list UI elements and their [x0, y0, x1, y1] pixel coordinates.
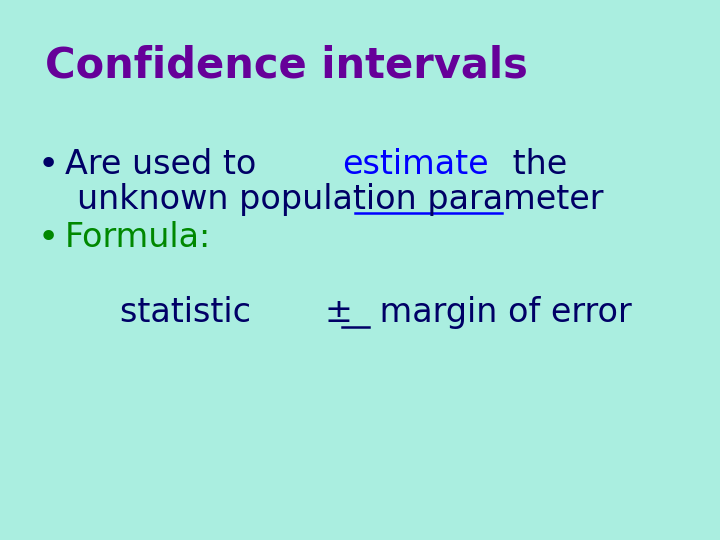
- Text: Are used to: Are used to: [65, 148, 267, 181]
- Text: Confidence intervals: Confidence intervals: [45, 45, 528, 87]
- Text: •: •: [38, 148, 59, 182]
- Text: margin of error: margin of error: [369, 296, 632, 329]
- Text: the: the: [502, 148, 567, 181]
- Text: estimate: estimate: [343, 148, 489, 181]
- Text: •: •: [38, 221, 59, 255]
- Text: Formula:: Formula:: [65, 221, 211, 254]
- Text: unknown population parameter: unknown population parameter: [77, 183, 603, 216]
- Text: statistic: statistic: [120, 296, 261, 329]
- Text: ±: ±: [325, 296, 353, 329]
